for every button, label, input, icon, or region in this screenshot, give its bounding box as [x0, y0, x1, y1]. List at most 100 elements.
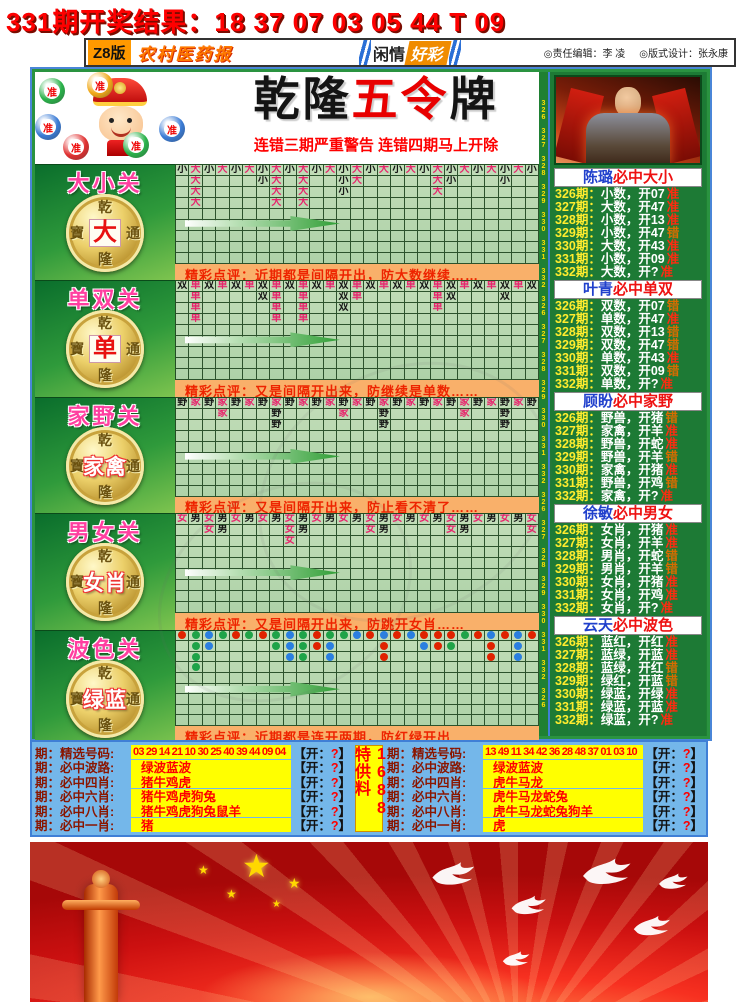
coin-ring-char: 通	[126, 574, 140, 591]
grid-mark	[297, 641, 311, 652]
section-label: 波色关乾寶 通隆 绿蓝	[35, 629, 175, 747]
grid-mark: 双	[391, 281, 405, 293]
grid-mark: 双	[444, 281, 459, 293]
period-label: 332期：	[555, 601, 601, 615]
title-part: 五令	[351, 73, 450, 125]
fortune-god-image: 准准准准准准	[35, 72, 215, 164]
open-prefix: 【开：	[645, 761, 683, 776]
prediction-text: 家禽，开羊	[600, 424, 664, 438]
grid-mark: 家	[297, 397, 311, 409]
grid-mark: 女	[391, 514, 405, 526]
column-name-right: 好彩	[404, 40, 452, 65]
grid-mark	[485, 630, 499, 642]
section-label: 大小关乾寶 通隆大	[35, 164, 175, 281]
open-suffix: 】	[690, 775, 703, 790]
tip-label: 期：必中六肖:	[387, 790, 467, 805]
expert-row: 328期： 野兽，开蛇准	[555, 438, 701, 451]
prediction-text: 小数，开13	[600, 213, 665, 227]
color-dot	[218, 631, 227, 640]
grid-mark: 单	[270, 314, 284, 326]
grid-mark: 野	[229, 397, 244, 409]
grid-mark: 单	[297, 281, 311, 293]
verdict-badge: 错	[665, 450, 678, 464]
color-dot	[205, 642, 214, 651]
expert-row: 330期： 单数，开43 准	[555, 352, 701, 365]
section-label: 男女关乾寶 通隆 女肖	[35, 513, 175, 630]
expert-row: 326期： 小数，开07 准	[555, 188, 701, 201]
expert-row: 327期： 蓝绿，开蓝准	[555, 649, 701, 662]
verdict-badge: 准	[665, 588, 678, 602]
warning-line: 连错三期严重警告 连错四期马上开除	[253, 137, 499, 154]
grid-mark	[350, 630, 365, 642]
verdict-badge: 准	[660, 265, 674, 279]
color-dot	[406, 631, 415, 640]
prediction-text: 小数，开07	[600, 187, 665, 201]
accuracy-ball: 准	[63, 134, 89, 160]
expert-row: 326期： 女肖，开猪准	[555, 524, 701, 537]
grid-mark: 大	[189, 165, 203, 176]
expert-row: 331期： 野兽，开鸡错	[555, 477, 701, 490]
grid-mark: 大	[243, 165, 257, 176]
accuracy-ball: 准	[39, 78, 65, 104]
grid-mark: 女	[283, 514, 297, 526]
grid-mark: 大	[350, 176, 365, 187]
expert-rows: 326期： 双数，开07 错 327期： 单数，开47 准 328期： 双数，开13 错 329期…	[552, 300, 704, 391]
grid-mark: 家	[350, 397, 365, 409]
color-dot	[285, 642, 294, 651]
color-dot	[191, 663, 200, 672]
grid-mark	[377, 641, 392, 652]
tips-left-panel: 期：精选号码: 03 29 14 21 10 30 25 40 39 44 09 …	[35, 745, 351, 833]
grid-mark: 单	[189, 281, 203, 293]
grid-mark: 大	[270, 187, 284, 198]
experts-column: 陈璐必中大小 326期： 小数，开07 准 327期： 大数，开47 准 328期： 小数，开1…	[548, 72, 706, 736]
expert-row: 330期： 大数，开43 准	[555, 240, 701, 253]
tip-value: 03 29 14 21 10 30 25 40 39 44 09 04	[131, 745, 291, 759]
coin-ring-char: 通	[126, 341, 140, 358]
grid-mark: 单	[297, 314, 311, 326]
prediction-text: 双数，开09	[600, 364, 665, 378]
coin-icon: 乾寶 通隆大	[66, 194, 144, 272]
section-label: 家野关乾寶 通隆 家禽	[35, 396, 175, 514]
expert-row: 326期： 蓝红，开红准	[555, 636, 701, 649]
color-dot	[272, 631, 281, 640]
trend-grid: 双单双单双单双单双单双单双单双单双单双单双单双单双单双单双单单双单单双双单单单双…	[175, 280, 539, 381]
open-result: 【开：?】	[643, 772, 703, 791]
page-title: 乾隆五令牌	[215, 70, 537, 128]
open-result: 【开：?】	[643, 801, 703, 820]
comment-text: 又是间隔开出来，防继续是单数……	[255, 383, 480, 399]
grid-mark	[310, 641, 324, 652]
period-label: 330期：	[555, 463, 601, 477]
coin-icon: 乾寶 通隆 绿蓝	[66, 659, 144, 738]
grid-mark: 野	[377, 408, 392, 420]
coin-ring-char: 通	[126, 225, 140, 241]
grid-mark: 单	[377, 281, 392, 293]
color-dot	[352, 631, 361, 640]
grid-mark	[189, 641, 203, 652]
grid-mark: 小	[391, 165, 405, 176]
prediction-text: 蓝红，开红	[600, 635, 664, 649]
grid-mark	[525, 630, 539, 642]
color-dot	[433, 642, 442, 651]
grid-mark: 男	[270, 514, 284, 526]
grid-mark: 单	[270, 292, 284, 304]
grid-mark: 野	[498, 419, 513, 431]
period-label: 331期：	[555, 252, 601, 266]
expert-claim: 必中大小	[613, 169, 674, 186]
grid-mark: 双	[256, 292, 271, 304]
accuracy-ball: 准	[87, 72, 113, 98]
verdict-badge: 准	[666, 239, 680, 253]
expert-row: 328期： 双数，开13 错	[555, 326, 701, 339]
verdict-badge: 错	[665, 411, 678, 425]
grid-mark: 小	[444, 165, 459, 176]
grid-mark: 家	[216, 408, 230, 420]
color-dot	[487, 652, 496, 661]
grid-mark: 单	[404, 281, 418, 293]
tip-row: 期：必中波路: 绿波蓝波 【开：?】	[35, 759, 351, 776]
prediction-text: 双数，开07	[600, 299, 665, 313]
period-label: 332期：	[555, 377, 601, 391]
grid-mark: 野	[270, 419, 284, 431]
grid-mark: 男	[189, 514, 203, 526]
grid-mark	[444, 630, 459, 642]
tip-label: 期：必中波路:	[35, 761, 115, 776]
period-label: 332期：	[555, 713, 601, 727]
